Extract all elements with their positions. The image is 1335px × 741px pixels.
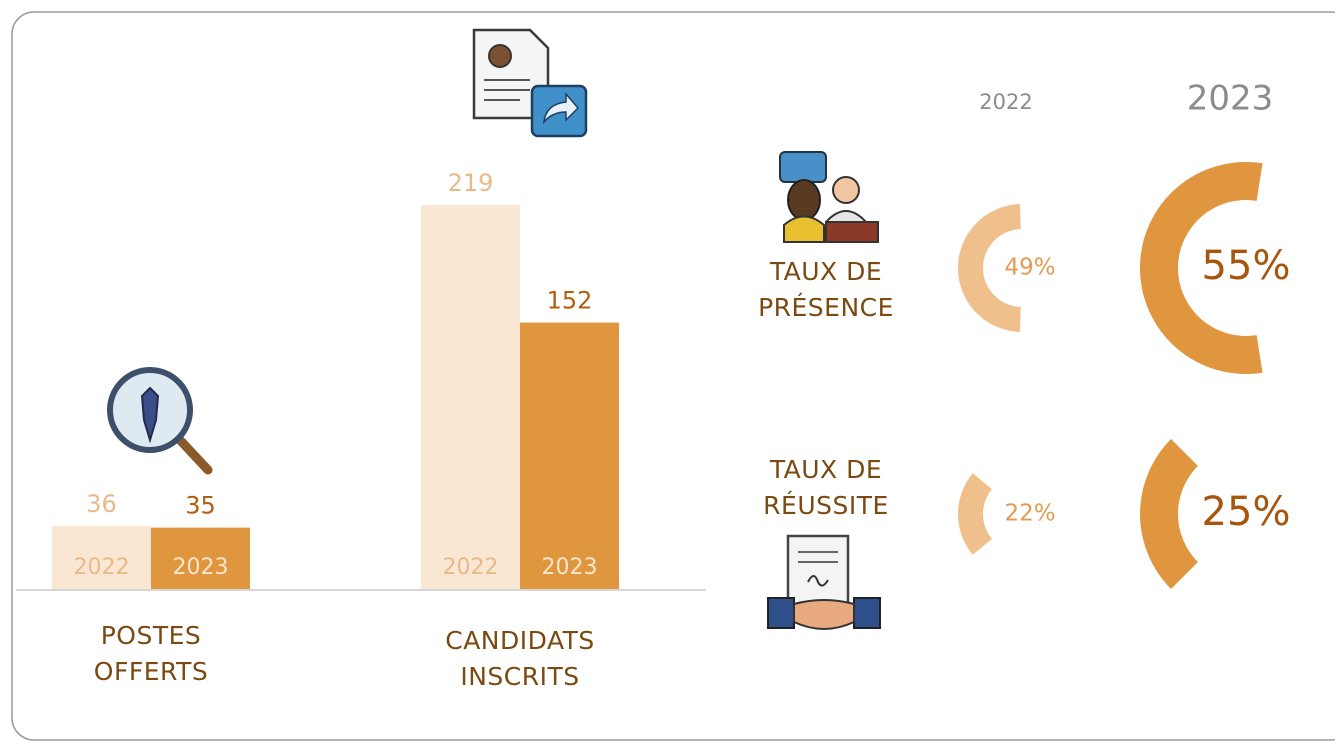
value-label: 49%: [1004, 255, 1055, 281]
bar: [421, 205, 520, 589]
value-label: 25%: [1202, 489, 1291, 535]
value-label: 152: [547, 287, 593, 315]
column-header: 2022: [979, 90, 1032, 114]
value-label: 219: [448, 169, 494, 197]
category-label: TAUX DE PRÉSENCE: [741, 254, 911, 326]
category-label: TAUX DE RÉUSSITE: [741, 452, 911, 524]
series-label: 2022: [443, 555, 499, 580]
gauge-arc: [958, 473, 992, 555]
gauge-arc: [1140, 439, 1198, 589]
icon-contract: [768, 536, 880, 629]
icon-interview: [780, 152, 878, 242]
value-label: 36: [86, 490, 117, 518]
icon-cv: [474, 30, 586, 136]
series-label: 2023: [173, 555, 229, 580]
series-label: 2022: [74, 555, 130, 580]
value-label: 55%: [1202, 243, 1291, 289]
series-label: 2023: [542, 555, 598, 580]
icon-magnifier: [110, 370, 208, 470]
column-header: 2023: [1187, 79, 1274, 119]
value-label: 35: [185, 492, 216, 520]
bar: [520, 323, 619, 589]
category-label: CANDIDATS INSCRITS: [425, 623, 615, 695]
value-label: 22%: [1004, 501, 1055, 527]
category-label: POSTES OFFERTS: [56, 618, 246, 690]
page: {"chart_data": [ {"type": "bar", "catego…: [0, 0, 1335, 741]
